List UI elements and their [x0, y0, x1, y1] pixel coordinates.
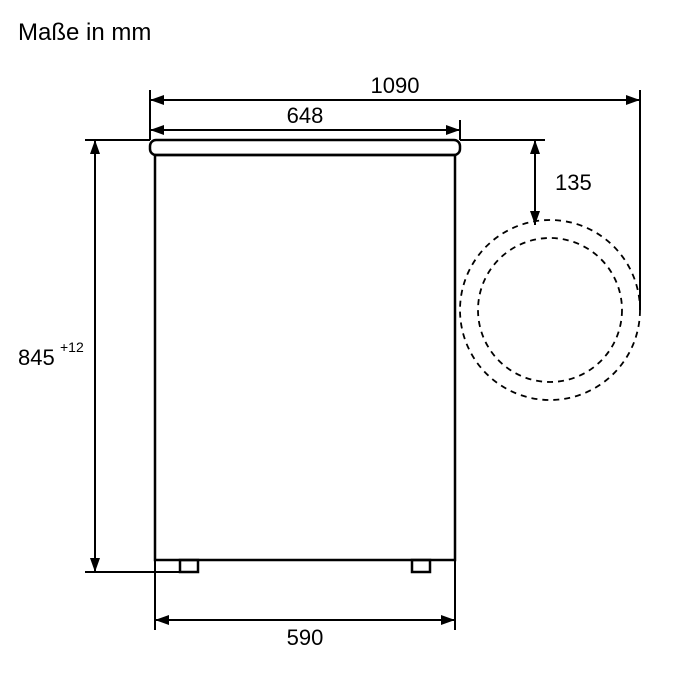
foot-left: [180, 560, 198, 572]
dim-845-label: 845: [18, 345, 55, 370]
dim-648: 648: [150, 103, 460, 140]
top-plate: [150, 140, 460, 155]
appliance-outline: [150, 140, 460, 572]
dim-590: 590: [155, 560, 455, 650]
foot-right: [412, 560, 430, 572]
dim-135-label: 135: [555, 170, 592, 195]
diagram-title: Maße in mm: [18, 19, 151, 46]
dim-648-label: 648: [287, 103, 324, 128]
door-swing-inner: [478, 238, 622, 382]
dim-845-tolerance: +12: [60, 339, 84, 355]
door-swing: [460, 220, 640, 400]
dim-590-label: 590: [287, 625, 324, 650]
appliance-body: [155, 155, 455, 560]
dim-135: 135: [460, 140, 592, 225]
dim-1090-label: 1090: [371, 73, 420, 98]
door-swing-outer: [460, 220, 640, 400]
dimension-diagram: Maße in mm 1090 648 135: [0, 0, 700, 700]
